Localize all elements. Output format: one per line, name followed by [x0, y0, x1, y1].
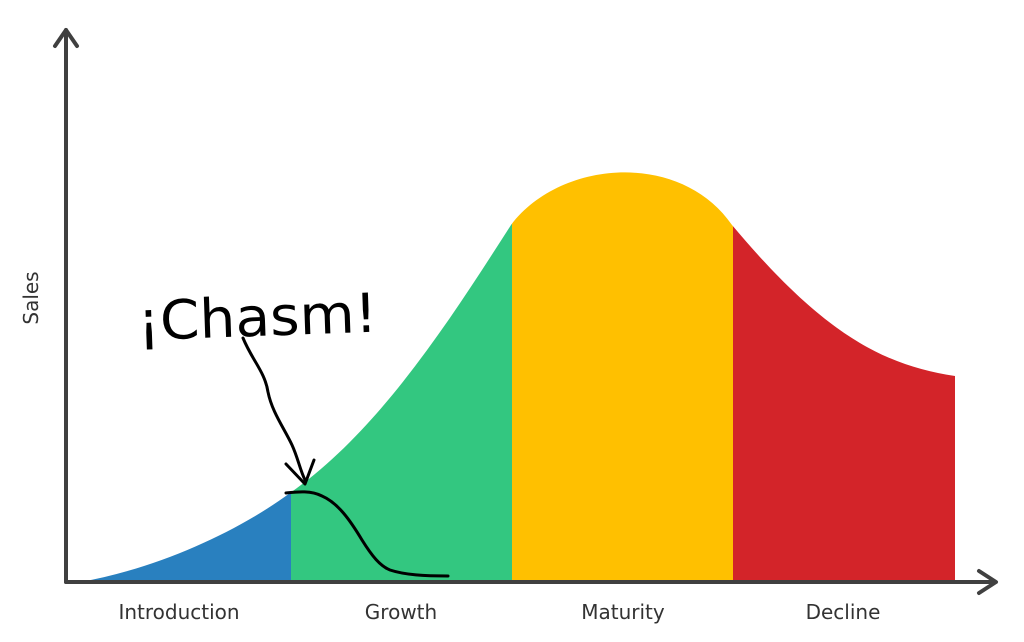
- stage-label-growth: Growth: [365, 600, 437, 624]
- stage-band-decline: [733, 172, 955, 582]
- stage-label-introduction: Introduction: [118, 600, 239, 624]
- chasm-arrowhead: [284, 458, 316, 486]
- y-axis-arrowhead: [53, 28, 79, 48]
- chasm-arrow-line: [241, 336, 307, 482]
- y-axis-label: Sales: [19, 271, 43, 324]
- x-axis-arrowhead: [977, 569, 998, 595]
- chasm-annotation: ¡Chasm!: [136, 282, 450, 578]
- stage-label-decline: Decline: [806, 600, 881, 624]
- chasm-drop-line: [284, 490, 450, 578]
- chasm-annotation-text: ¡Chasm!: [136, 282, 378, 353]
- axes: [53, 28, 998, 595]
- stage-band-maturity: [512, 172, 733, 582]
- stage-label-maturity: Maturity: [581, 600, 665, 624]
